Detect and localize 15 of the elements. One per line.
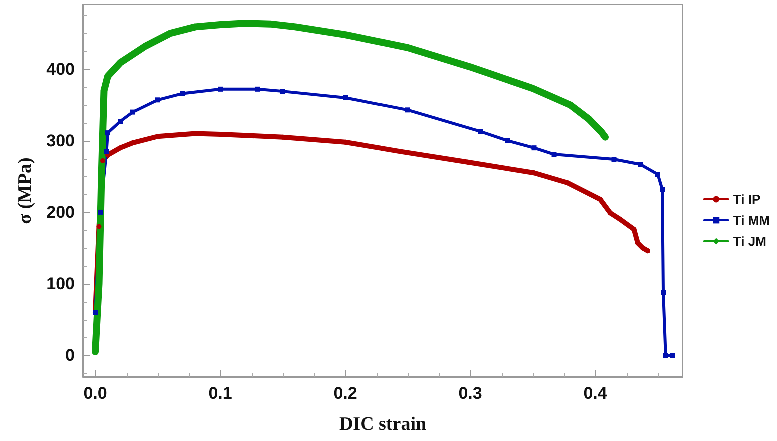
x-tick-label: 0.2: [334, 384, 358, 403]
legend-label: Ti JM: [733, 234, 766, 249]
x-tick-label: 0.1: [208, 384, 232, 403]
y-tick-label: 200: [46, 202, 75, 222]
x-tick-label: 0.4: [584, 384, 608, 403]
legend-label: Ti MM: [733, 213, 770, 228]
x-axis-title: DIC strain: [339, 414, 427, 435]
legend-label: Ti IP: [733, 192, 761, 207]
y-tick-label: 300: [46, 131, 75, 150]
x-tick-label: 0.0: [84, 384, 108, 403]
y-tick-label: 100: [46, 274, 75, 294]
y-tick-label: 0: [66, 346, 75, 366]
y-axis-title: σ (MPa): [15, 158, 36, 224]
x-tick-label: 0.3: [458, 384, 482, 403]
y-tick-label: 400: [46, 60, 75, 79]
